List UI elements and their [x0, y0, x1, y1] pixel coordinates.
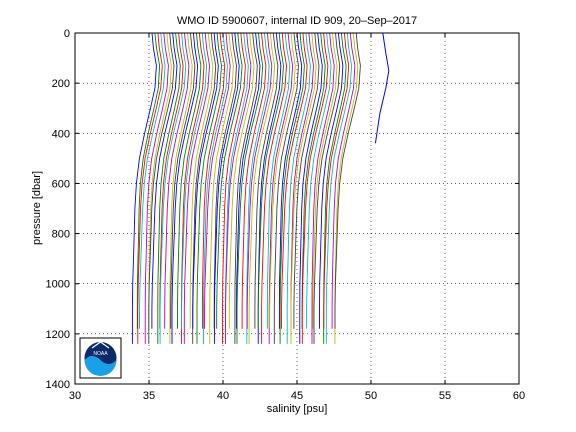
x-tick-label: 35: [143, 390, 155, 402]
profile-line: [192, 32, 219, 329]
profile-line: [139, 32, 166, 329]
profile-line: [257, 32, 284, 329]
y-ticks: 0 200 400 600 800 1000 1200 1400: [46, 28, 519, 391]
profile-line: [269, 32, 296, 329]
profile-line: [131, 32, 157, 344]
profiles: [131, 32, 390, 344]
profile-line: [148, 32, 175, 344]
profile-line: [204, 32, 231, 329]
y-tick-label: 800: [52, 229, 70, 241]
profile-line: [151, 32, 178, 329]
profile-line: [290, 32, 317, 344]
logo-text: NOAA: [93, 351, 108, 357]
profile-line: [281, 32, 308, 329]
x-tick-label: 40: [217, 390, 229, 402]
profile-line: [225, 32, 252, 344]
profile-line: [183, 32, 210, 344]
profile-line: [169, 32, 193, 344]
profile-line: [311, 32, 335, 344]
x-ticks: 30 35 40 45 50 55 60: [69, 33, 525, 402]
logo-bird: [91, 341, 110, 349]
profile-line: [279, 32, 305, 344]
profile-line: [246, 32, 273, 329]
profile-line: [278, 32, 303, 329]
profile-line: [268, 32, 294, 344]
x-tick-label: 45: [291, 390, 303, 402]
y-tick-label: 1200: [46, 329, 70, 341]
y-tick-label: 400: [52, 128, 70, 140]
profile-line: [241, 32, 267, 329]
profile-line: [286, 32, 311, 344]
profile-line: [325, 32, 353, 344]
profile-line: [236, 32, 264, 344]
x-axis-label: salinity [psu]: [267, 403, 328, 415]
profile-line: [201, 32, 226, 329]
chart-title: WMO ID 5900607, internal ID 909, 20–Sep–…: [177, 15, 417, 27]
profile-line: [222, 32, 246, 344]
profile-line: [228, 32, 255, 329]
x-tick-label: 30: [69, 390, 81, 402]
profile-line: [181, 32, 208, 329]
y-tick-label: 200: [52, 78, 70, 90]
y-tick-label: 0: [64, 28, 70, 40]
x-tick-label: 50: [365, 390, 377, 402]
profile-line: [235, 32, 261, 329]
profile-line: [331, 32, 356, 329]
profile-line: [157, 32, 181, 344]
profile-line: [248, 32, 276, 344]
profile-line: [159, 32, 187, 344]
y-tick-label: 1000: [46, 279, 70, 291]
y-axis-label: pressure [dbar]: [31, 171, 43, 245]
profile-line: [306, 32, 332, 329]
y-tick-label: 600: [52, 178, 70, 190]
profile-line: [266, 32, 291, 329]
profile-line: [261, 32, 287, 344]
profile-line: [254, 32, 279, 329]
profile-line: [319, 32, 344, 329]
profile-line: [246, 32, 270, 344]
profile-line: [196, 32, 222, 344]
profile-line: [159, 32, 184, 329]
profile-line: [203, 32, 228, 344]
profile-line: [144, 32, 169, 344]
profile-line: [273, 32, 299, 344]
profile-line: [137, 32, 163, 344]
x-tick-label: 55: [439, 390, 451, 402]
noaa-logo: NOAA: [79, 337, 122, 379]
profile-line: [334, 32, 361, 329]
profile-line: [177, 32, 202, 329]
profile-line: [299, 32, 323, 344]
profile-line: [136, 32, 161, 329]
profile-line: [164, 32, 190, 329]
profile-line: [323, 32, 350, 329]
profile-line: [216, 32, 243, 329]
profile-line: [312, 32, 338, 329]
x-tick-label: 60: [513, 390, 525, 402]
profile-line: [301, 32, 329, 344]
profile-line: [209, 32, 234, 344]
last-profile-line: [374, 32, 390, 144]
y-tick-label: 1400: [46, 379, 70, 391]
profile-line: [213, 32, 237, 329]
profile-line: [170, 32, 196, 329]
profile-line: [293, 32, 320, 329]
profile-line: [213, 32, 240, 344]
profile-line: [234, 32, 258, 344]
profile-line: [171, 32, 199, 344]
profile-line: [189, 32, 214, 329]
profile-line: [313, 32, 341, 344]
logo-wave: [84, 356, 117, 376]
